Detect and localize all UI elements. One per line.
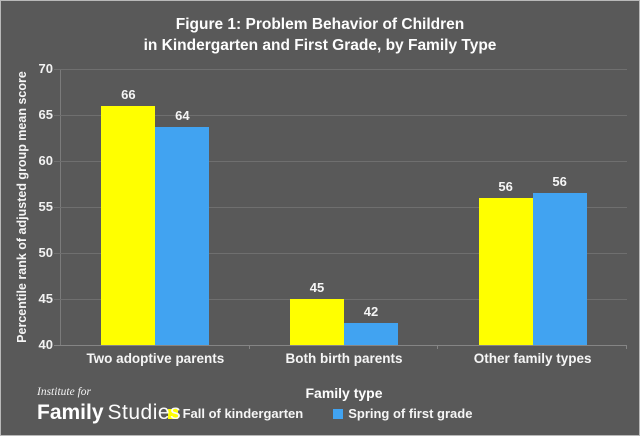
y-tick-label-65: 65 bbox=[38, 107, 53, 122]
logo-name-light: Studies bbox=[107, 400, 182, 424]
y-tick-label-50: 50 bbox=[38, 245, 53, 260]
logo-name-bold: Family bbox=[37, 400, 104, 424]
gridline-y-50 bbox=[54, 253, 627, 254]
bar-fall-of-kindergarten-3 bbox=[478, 197, 533, 345]
legend-item-spring-of-first-grade: Spring of first grade bbox=[333, 406, 472, 421]
logo-tagline: Institute for bbox=[37, 386, 91, 398]
legend-item-fall-of-kindergarten: Fall of kindergarten bbox=[167, 406, 304, 421]
y-tick-label-40: 40 bbox=[38, 337, 53, 352]
x-axis-tick bbox=[437, 345, 439, 349]
gridline-y-65 bbox=[54, 115, 627, 116]
bar-fall-of-kindergarten-2 bbox=[290, 299, 344, 345]
legend-swatch-icon bbox=[333, 408, 344, 419]
gridline-y-60 bbox=[54, 161, 627, 162]
legend-label: Spring of first grade bbox=[348, 406, 473, 421]
category-label-1: Two adoptive parents bbox=[86, 351, 225, 366]
bar-value-label: 42 bbox=[363, 303, 379, 319]
gridline-y-55 bbox=[54, 207, 627, 208]
legend-swatch-icon bbox=[167, 408, 178, 419]
bar-spring-of-first-grade-3 bbox=[532, 193, 587, 345]
category-label-2: Both birth parents bbox=[285, 351, 403, 366]
x-axis-labels: Two adoptive parents Both birth parents Ot… bbox=[61, 351, 627, 366]
bar-spring-of-first-grade-1 bbox=[155, 126, 210, 345]
bar-value-label: 56 bbox=[552, 174, 567, 190]
legend-label: Fall of kindergarten bbox=[182, 406, 304, 421]
bar-value-label: 56 bbox=[498, 178, 513, 194]
x-axis-title: Family type bbox=[305, 385, 383, 401]
chart-title: Figure 1: Problem Behavior of Children i… bbox=[1, 14, 639, 56]
x-axis-tick bbox=[248, 345, 250, 349]
chart-title-line2: in Kindergarten and First Grade, by Fami… bbox=[143, 37, 497, 54]
bar-spring-of-first-grade-2 bbox=[344, 322, 398, 345]
y-tick-label-70: 70 bbox=[38, 61, 53, 76]
y-tick-label-45: 45 bbox=[38, 291, 53, 306]
bar-fall-of-kindergarten-1 bbox=[101, 105, 156, 345]
y-tick-label-60: 60 bbox=[38, 153, 53, 168]
y-tick-label-55: 55 bbox=[38, 199, 53, 214]
plot-area: 66 64 45 42 56 56 bbox=[54, 69, 627, 349]
bar-value-label: 66 bbox=[121, 86, 136, 102]
category-label-3: Other family types bbox=[473, 351, 592, 366]
gridline-y-70 bbox=[54, 69, 627, 70]
bar-value-label: 64 bbox=[175, 107, 190, 123]
institute-for-family-studies-logo: Institute for Family Studies bbox=[37, 386, 182, 424]
bar-value-label: 45 bbox=[309, 280, 325, 295]
x-axis-line bbox=[54, 345, 627, 346]
chart-legend: Fall of kindergarten Spring of first grad… bbox=[1, 406, 639, 421]
y-axis-ticks: 70 65 60 55 50 45 40 bbox=[1, 1, 53, 435]
chart-title-line1: Figure 1: Problem Behavior of Children bbox=[175, 16, 465, 33]
x-axis-tick bbox=[626, 345, 627, 349]
